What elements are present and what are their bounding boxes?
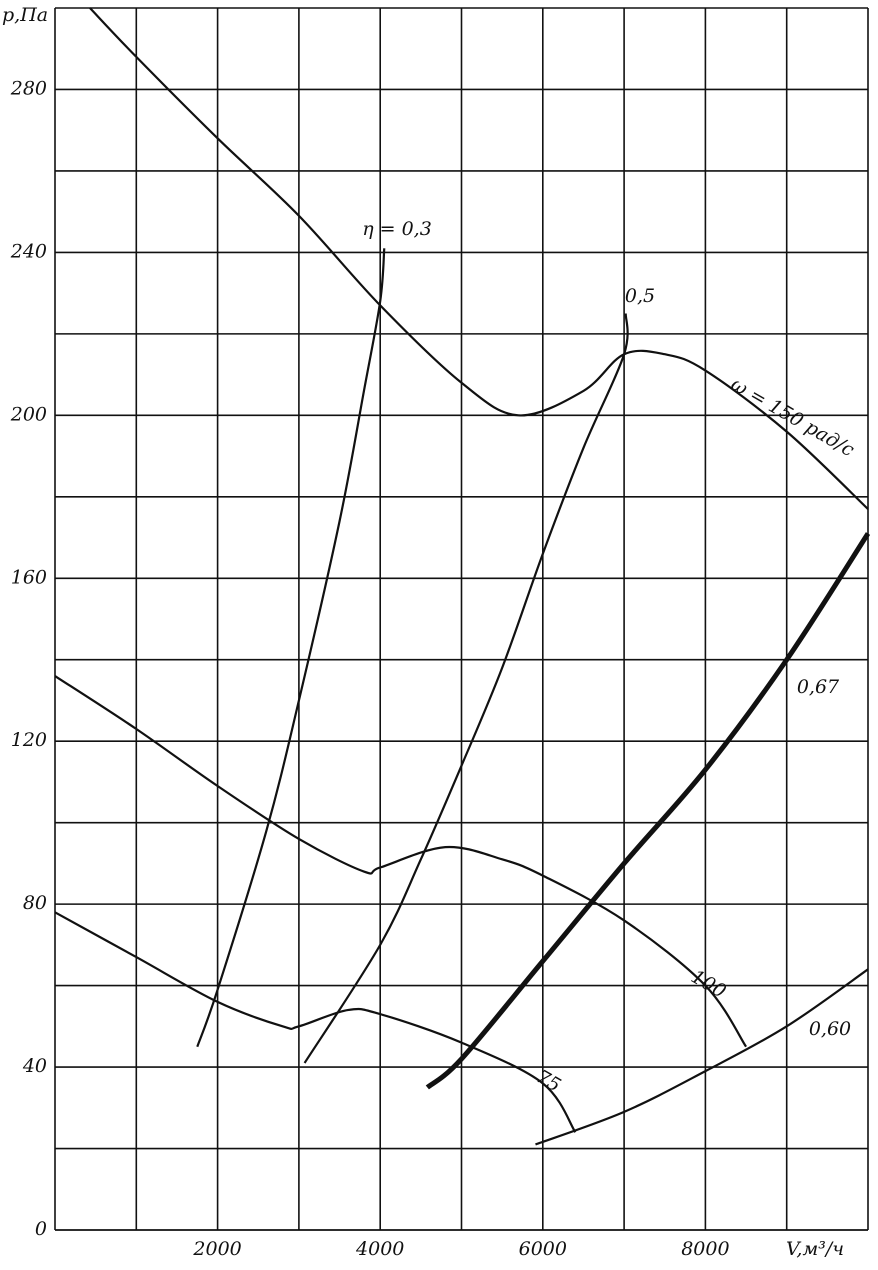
curve <box>535 968 869 1146</box>
y-tick-label: 160 <box>11 566 47 588</box>
y-tick-label: 80 <box>23 892 47 914</box>
y-tick-label: 40 <box>22 1055 47 1077</box>
curve <box>54 675 747 1048</box>
curve-label: 0,60 <box>809 1018 851 1040</box>
y-tick-label: 280 <box>10 77 47 99</box>
curve <box>303 313 629 1064</box>
curve-label: ω = 150 рад/с <box>727 373 858 461</box>
x-tick-label: 8000 <box>681 1238 729 1260</box>
curve-label: 75 <box>533 1066 565 1097</box>
curve-label: 100 <box>687 966 729 1003</box>
curve-label: 0,5 <box>625 285 655 307</box>
y-tick-label: 0 <box>35 1218 47 1240</box>
y-axis-label: p,Па <box>2 4 48 26</box>
x-tick-label: 4000 <box>355 1238 404 1260</box>
curve <box>54 911 577 1133</box>
y-tick-label: 120 <box>11 729 47 751</box>
x-tick-label: 2000 <box>192 1238 241 1260</box>
y-tick-label: 200 <box>10 403 47 425</box>
curve <box>196 248 386 1048</box>
curve-label: 0,67 <box>797 676 840 698</box>
x-tick-label: 6000 <box>519 1238 567 1260</box>
curve <box>425 532 871 1090</box>
y-tick-label: 240 <box>10 240 47 262</box>
curve-label: η = 0,3 <box>362 218 432 240</box>
curve <box>89 7 869 510</box>
x-axis-label: V,м³/ч <box>786 1238 844 1260</box>
